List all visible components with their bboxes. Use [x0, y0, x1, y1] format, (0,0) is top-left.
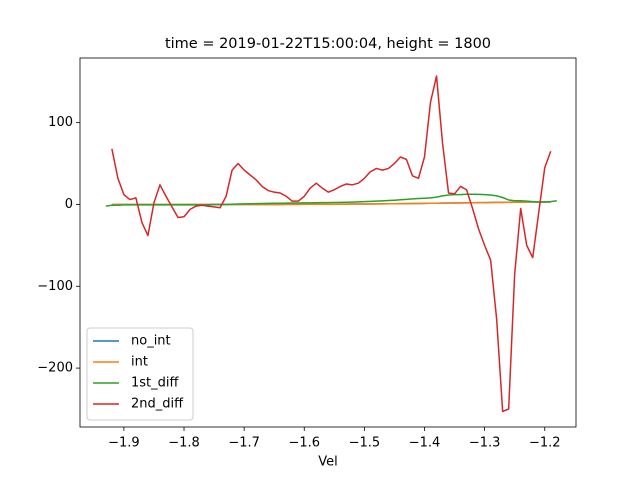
y-tick-label: 0: [65, 197, 73, 212]
x-tick-label: −1.2: [529, 436, 561, 451]
x-tick-label: −1.7: [228, 436, 260, 451]
x-tick-label: −1.9: [108, 436, 140, 451]
y-tick-label: −200: [37, 361, 73, 376]
x-tick-label: −1.6: [288, 436, 320, 451]
x-tick-label: −1.8: [168, 436, 200, 451]
y-tick-label: 100: [48, 115, 73, 130]
legend-label: no_int: [131, 334, 171, 349]
y-tick-label: −100: [37, 279, 73, 294]
legend-label: 2nd_diff: [131, 397, 184, 412]
x-tick-label: −1.5: [349, 436, 381, 451]
x-tick-label: −1.3: [469, 436, 501, 451]
legend-label: 1st_diff: [131, 376, 180, 391]
x-tick-label: −1.4: [409, 436, 441, 451]
legend-label: int: [131, 355, 148, 370]
series-line: [111, 75, 552, 413]
x-axis-label: Vel: [318, 455, 338, 470]
chart-title: time = 2019-01-22T15:00:04, height = 180…: [165, 36, 491, 52]
axes-frame: [79, 57, 577, 428]
legend-box: [86, 327, 194, 421]
series-line: [105, 193, 557, 207]
